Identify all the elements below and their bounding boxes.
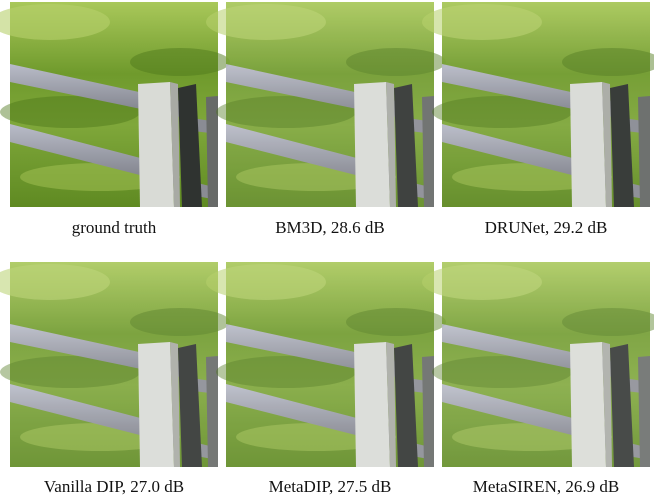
caption: BM3D, 28.6 dB xyxy=(275,218,385,237)
caption: ground truth xyxy=(72,218,157,237)
caption: MetaSIREN, 26.9 dB xyxy=(473,477,619,496)
caption: MetaDIP, 27.5 dB xyxy=(269,477,392,496)
image-drunet xyxy=(422,2,654,207)
image-metasiren xyxy=(422,262,654,467)
caption: DRUNet, 29.2 dB xyxy=(485,218,608,237)
caption: Vanilla DIP, 27.0 dB xyxy=(44,477,184,496)
image-vanilla-dip xyxy=(0,262,230,467)
image-bm3d xyxy=(206,2,446,207)
image-metadip xyxy=(206,262,446,467)
image-ground-truth xyxy=(0,2,230,207)
